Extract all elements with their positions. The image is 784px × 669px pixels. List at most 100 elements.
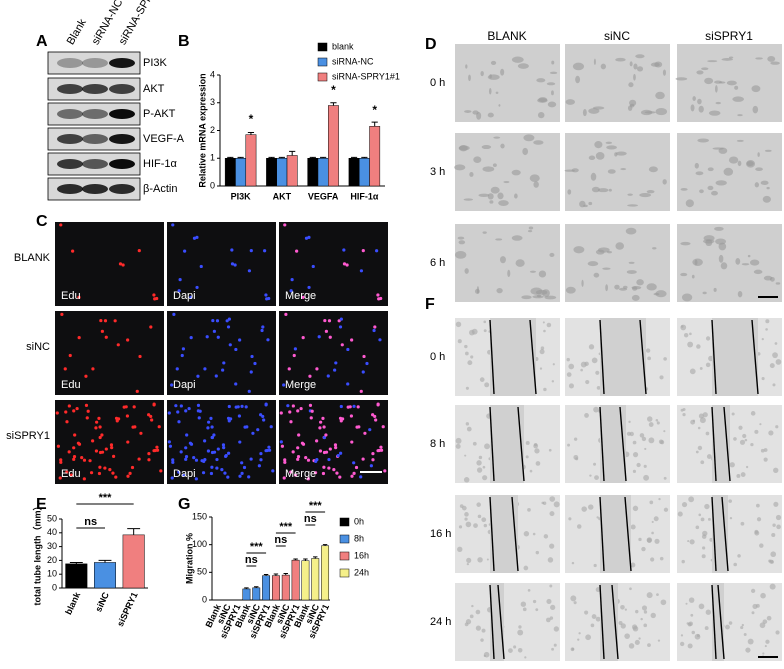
cell [99,318,103,323]
cell [114,475,118,479]
cell [221,368,225,372]
texture [607,169,616,174]
cell [150,418,154,422]
wound-edge [711,496,717,572]
legend-swatch [317,72,328,82]
texture [520,601,527,607]
texture [705,431,710,436]
cell [378,338,382,342]
wound-gap [712,318,758,396]
cell [296,446,300,450]
texture [590,623,595,628]
y-tick-label: 0 [202,594,207,604]
texture [579,200,586,208]
cell [187,406,191,411]
texture [750,259,760,266]
texture [546,598,552,605]
texture [455,251,467,259]
cell [192,456,196,460]
cell [324,450,329,454]
row-label: siNC [26,341,50,353]
texture [515,259,525,267]
texture [553,501,560,508]
texture [682,413,686,417]
blot-band [57,134,83,144]
texture [477,514,482,519]
legend-swatch [339,517,350,527]
cell [339,317,343,321]
texture [565,286,576,294]
error-bar [283,572,288,576]
texture [573,437,578,441]
texture [764,149,772,152]
texture [663,430,666,433]
texture [704,77,714,85]
cell [189,295,193,299]
texture [545,617,551,623]
y-tick-label: 3 [210,97,215,107]
cell [104,335,108,339]
texture [457,236,465,240]
texture [775,514,782,521]
texture [537,112,545,119]
texture [533,443,538,447]
cell [104,447,108,451]
texture [576,524,582,529]
cell [176,410,180,414]
texture [775,425,779,429]
cell [97,416,101,420]
blot-band [82,159,108,169]
cell [75,406,79,411]
cell [247,389,251,393]
texture [713,287,717,292]
cell [267,296,271,301]
texture [739,439,746,445]
texture [591,186,600,193]
texture [725,624,730,630]
texture [766,186,770,190]
column-label: BLANK [487,29,526,43]
texture [745,647,751,653]
cell [293,347,297,351]
cell [121,263,125,267]
texture [648,422,654,427]
texture [523,531,530,537]
cell [155,296,159,301]
cell [282,383,286,387]
texture [697,98,702,105]
error-bar [309,156,316,159]
texture [549,511,555,517]
wound-edge [599,584,605,660]
texture [532,599,537,604]
blot-band [82,184,108,194]
cell [103,466,107,470]
texture [753,269,763,275]
texture [487,112,494,118]
cell [59,223,63,227]
cell [113,319,117,323]
texture [587,261,599,267]
y-tick-label: 50 [47,513,57,523]
texture [549,616,554,620]
cell [338,475,342,479]
texture [696,344,701,349]
texture [549,496,556,502]
texture [523,134,535,142]
blot-band [57,58,83,68]
legend-swatch [317,42,328,52]
error-bar [350,156,358,159]
error-bar [127,528,141,535]
texture [744,438,748,442]
texture [764,645,767,648]
texture [595,152,605,160]
cell [197,416,201,420]
cell [100,450,105,454]
cell [326,374,330,378]
cell [76,441,81,445]
cell [240,404,244,408]
row-label: 8 h [430,438,445,450]
cell [318,426,322,430]
cell [267,448,272,452]
texture [643,623,648,628]
cell [67,450,71,454]
